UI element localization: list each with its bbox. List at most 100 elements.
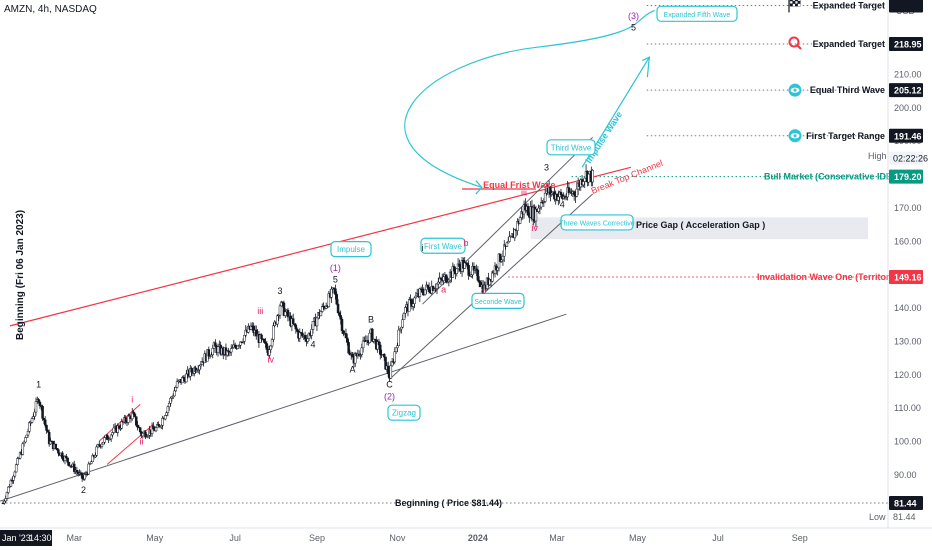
candle-body xyxy=(509,236,513,238)
flag-cell xyxy=(789,0,793,4)
wave-label-21: 3 xyxy=(544,163,549,173)
candle-body xyxy=(80,472,84,479)
wave-label-2: i xyxy=(131,395,133,405)
candle-body xyxy=(496,267,499,271)
projection-curve-arrow xyxy=(404,9,655,188)
wave-label-13: (2) xyxy=(384,391,395,401)
price-label-box-5 xyxy=(889,269,923,284)
candle-body xyxy=(25,434,28,438)
candle-body xyxy=(239,341,242,346)
candle-body xyxy=(95,446,98,456)
candle-body xyxy=(360,347,364,355)
callout-first-wave xyxy=(420,237,466,254)
candle-body xyxy=(467,264,470,276)
candle-body xyxy=(7,486,10,493)
candle-body xyxy=(21,443,25,455)
candle-body xyxy=(41,406,44,419)
candle-body xyxy=(466,263,469,266)
price-label-value-2: 205.12 xyxy=(894,86,922,96)
candle-body xyxy=(14,464,18,473)
candle-body xyxy=(335,294,338,305)
candle-body xyxy=(339,315,342,320)
candle-body xyxy=(22,441,26,445)
candle-body xyxy=(516,220,519,231)
target-label-2: Equal Third Wave xyxy=(810,85,885,95)
candle-body xyxy=(503,244,506,257)
wave-label-23: 5 xyxy=(631,22,636,32)
eye-icon xyxy=(788,83,802,97)
candle-body xyxy=(157,424,160,427)
candle-body xyxy=(336,303,340,313)
candle-body xyxy=(65,456,68,459)
candle-body xyxy=(190,368,193,373)
candle-body xyxy=(501,255,505,261)
candle-body xyxy=(112,427,116,433)
candle-body xyxy=(539,202,543,208)
candle-body xyxy=(111,432,114,436)
flag-icon xyxy=(788,0,801,13)
candle-body xyxy=(233,344,237,347)
price-tick-3: 120.00 xyxy=(894,370,922,380)
time-tick-5: Nov xyxy=(389,533,406,543)
candle-body xyxy=(4,498,7,502)
candle-body xyxy=(396,345,399,349)
wave-label-8: 5 xyxy=(333,274,338,284)
candle-body xyxy=(208,355,212,357)
bull-market-label: Bull Market (Conservative IDEA) xyxy=(764,172,902,182)
candle-body xyxy=(133,413,137,417)
high-label: High xyxy=(868,151,887,161)
channel-bottom-line xyxy=(0,313,567,502)
search-handle xyxy=(796,44,802,50)
candle-body xyxy=(37,399,40,403)
candle-body xyxy=(351,353,354,358)
target-label-3: First Target Range xyxy=(806,131,885,141)
low-label: Low xyxy=(869,512,886,522)
candle-body xyxy=(455,268,459,274)
candle-body xyxy=(401,319,404,328)
candle-body xyxy=(458,263,461,267)
wave-label-17: c xyxy=(481,286,486,296)
candle-body xyxy=(33,411,36,417)
candle-body xyxy=(382,353,386,358)
candle-body xyxy=(49,440,52,445)
callout-third-wave xyxy=(546,139,596,156)
flag-cell xyxy=(792,0,796,4)
candle-body xyxy=(421,288,424,293)
callout-text-impulse: Impulse xyxy=(337,245,366,254)
target-label-1: Expanded Target xyxy=(813,39,885,49)
callout-text-zigzag: Zigzag xyxy=(392,409,416,418)
candle-body xyxy=(174,387,178,392)
candle-body xyxy=(508,236,511,242)
candle-body xyxy=(3,500,6,504)
candle-body xyxy=(344,333,348,339)
candle-body xyxy=(327,293,331,307)
callout-three-waves xyxy=(560,214,634,231)
price-tick-4: 130.00 xyxy=(894,336,922,346)
side-beginning-label: Beginning (Fri 06 Jan 2023) xyxy=(15,210,26,340)
candle-body xyxy=(124,417,127,423)
candle-body xyxy=(414,295,418,299)
candle-body xyxy=(361,340,365,349)
candle-body xyxy=(582,181,585,186)
candle-body xyxy=(30,418,34,423)
time-tick-10: Sep xyxy=(792,533,808,543)
candle-body xyxy=(28,422,31,432)
candle-body xyxy=(211,348,214,356)
candle-body xyxy=(518,217,522,224)
candle-body xyxy=(379,344,382,355)
candle-body xyxy=(400,326,403,330)
candle-body xyxy=(276,315,279,325)
wave-label-0: 1 xyxy=(36,380,41,390)
wave-label-3: ii xyxy=(140,436,144,446)
flag-cell xyxy=(792,0,796,2)
callout-expanded-fifth xyxy=(656,5,738,22)
flag-cell xyxy=(795,0,798,2)
candle-body xyxy=(575,188,579,197)
price-label-box-1 xyxy=(889,37,923,51)
candle-body xyxy=(491,272,494,282)
candle-body xyxy=(150,425,154,434)
candle-body xyxy=(559,191,563,196)
price-label-value-3: 191.46 xyxy=(894,131,922,141)
wave-label-4: iii xyxy=(257,306,263,316)
